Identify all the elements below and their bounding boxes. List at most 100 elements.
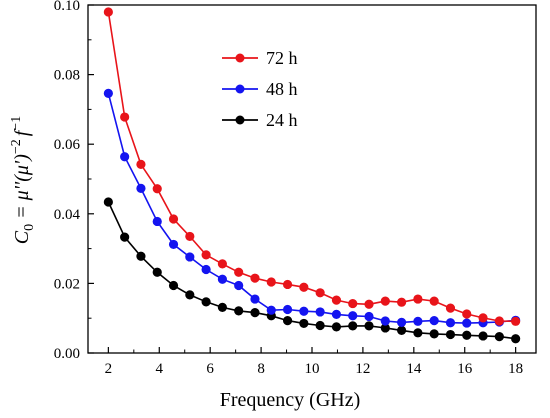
- data-point: [120, 232, 130, 242]
- data-point: [462, 309, 472, 319]
- x-axis-title: Frequency (GHz): [220, 389, 361, 411]
- data-point: [103, 197, 113, 207]
- ylabel-f: f: [11, 128, 33, 136]
- y-axis: 0.00 0.02 0.04 0.06 0.08 0.10: [54, 0, 94, 362]
- legend-marker: [235, 84, 245, 94]
- data-point: [315, 320, 325, 331]
- data-point: [478, 313, 488, 323]
- data-point: [103, 88, 113, 98]
- legend: 72 h 48 h 24 h: [222, 48, 298, 130]
- y-tick-label: 0.08: [54, 68, 80, 84]
- y-tick-label: 0.10: [54, 0, 80, 14]
- y-tick-label: 0.02: [54, 276, 80, 292]
- data-point: [282, 279, 293, 290]
- data-point: [136, 159, 146, 169]
- data-point: [250, 308, 260, 318]
- data-point: [299, 306, 309, 316]
- y-tick-label: 0.06: [54, 137, 81, 153]
- data-point: [511, 316, 521, 326]
- data-point: [429, 316, 439, 326]
- data-point: [185, 290, 195, 300]
- data-point: [103, 7, 113, 17]
- series-layer: [103, 7, 521, 344]
- x-tick-label: 2: [105, 361, 113, 377]
- series-line: [107, 93, 516, 324]
- ylabel-exp1: −2: [9, 139, 24, 154]
- data-point: [201, 250, 211, 260]
- data-point: [185, 231, 195, 242]
- data-point: [152, 216, 162, 227]
- ylabel-c: C: [11, 230, 33, 244]
- data-point: [136, 251, 146, 261]
- ylabel-exp2: −1: [9, 116, 24, 131]
- data-point: [494, 316, 504, 326]
- data-point: [511, 334, 521, 344]
- data-point: [120, 152, 130, 162]
- data-point: [348, 311, 358, 321]
- data-point: [348, 298, 358, 309]
- legend-marker: [235, 53, 245, 63]
- y-axis-title: C0 = μ''(μ')−2 f−1: [9, 116, 37, 244]
- data-point: [364, 321, 374, 331]
- x-tick-label: 16: [457, 361, 473, 377]
- x-tick-label: 8: [257, 361, 265, 377]
- data-point: [266, 277, 276, 287]
- x-tick-label: 10: [305, 361, 320, 377]
- data-point: [315, 288, 325, 298]
- data-point: [396, 317, 407, 327]
- ylabel-eq: = μ''(μ'): [11, 154, 33, 224]
- y-tick-label: 0.00: [54, 346, 80, 362]
- data-point: [462, 318, 472, 328]
- data-point: [380, 296, 390, 306]
- x-tick-label: 14: [406, 361, 422, 377]
- data-point: [494, 332, 504, 342]
- data-point: [445, 303, 456, 313]
- data-point: [299, 282, 309, 292]
- data-point: [250, 273, 260, 283]
- data-point: [152, 184, 162, 194]
- data-point: [282, 304, 293, 315]
- data-point: [266, 305, 276, 315]
- data-point: [217, 259, 227, 269]
- x-tick-label: 4: [156, 361, 164, 377]
- data-point: [136, 183, 146, 193]
- ylabel-sub: 0: [22, 224, 37, 231]
- legend-label: 48 h: [266, 79, 298, 99]
- x-tick-label: 12: [355, 361, 370, 377]
- data-point: [462, 330, 472, 340]
- data-point: [315, 307, 325, 317]
- data-point: [168, 239, 179, 250]
- x-axis: 2 4 6 8 10 12 14 16 18: [105, 347, 523, 377]
- x-tick-label: 6: [206, 361, 214, 377]
- data-point: [396, 325, 407, 335]
- y-tick-label: 0.04: [54, 207, 81, 223]
- data-point: [429, 329, 439, 339]
- data-point: [445, 329, 456, 340]
- data-point: [185, 252, 195, 262]
- data-point: [380, 316, 390, 326]
- data-point: [120, 112, 130, 122]
- data-point: [201, 297, 211, 307]
- data-point: [364, 299, 374, 309]
- data-point: [331, 309, 342, 319]
- data-point: [413, 316, 423, 326]
- data-point: [234, 280, 244, 291]
- data-point: [429, 296, 439, 306]
- data-point: [217, 274, 227, 284]
- data-point: [413, 294, 423, 304]
- series-line: [107, 11, 516, 323]
- data-point: [299, 318, 309, 329]
- data-point: [348, 321, 358, 331]
- series-line: [107, 201, 516, 340]
- data-point: [168, 280, 179, 291]
- data-point: [445, 318, 456, 328]
- data-point: [282, 316, 293, 326]
- data-point: [331, 322, 342, 332]
- data-point: [234, 267, 244, 277]
- data-point: [250, 294, 260, 304]
- plot-frame: [87, 4, 537, 354]
- x-tick-label: 18: [508, 361, 523, 377]
- data-point: [331, 295, 342, 305]
- legend-label: 72 h: [266, 48, 298, 68]
- data-point: [478, 331, 488, 341]
